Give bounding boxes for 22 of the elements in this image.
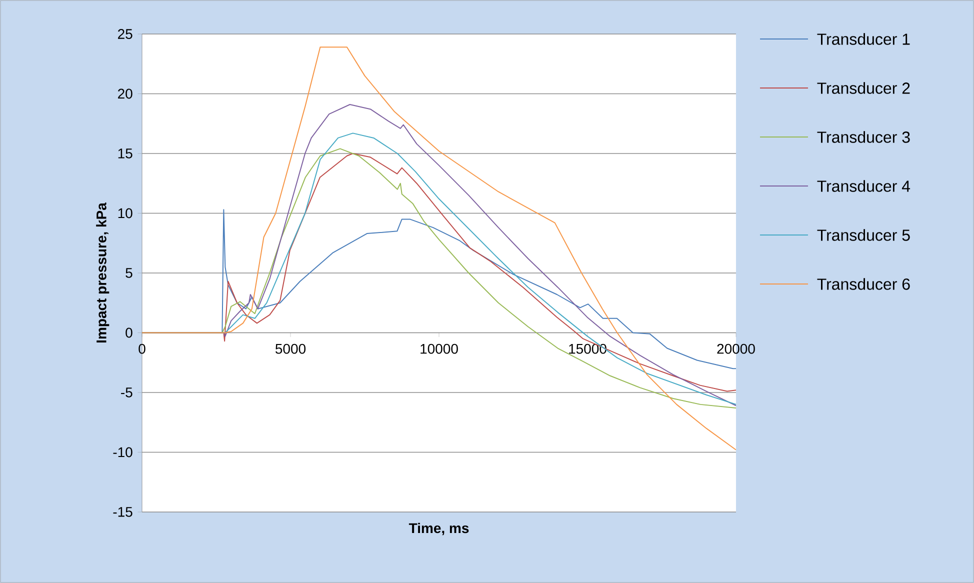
y-axis-title: Impact pressure, kPa — [96, 202, 110, 342]
x-tick-label: 20000 — [717, 344, 755, 354]
y-tick-label: -15 — [113, 507, 132, 517]
x-tick-label: 5000 — [276, 344, 306, 354]
legend-label: Transducer 6 — [817, 278, 910, 290]
legend-label: Transducer 3 — [817, 131, 910, 143]
y-tick-label: 5 — [126, 268, 132, 278]
y-tick-label: -5 — [121, 388, 132, 398]
x-tick-label: 15000 — [569, 344, 606, 354]
x-tick-label: 0 — [138, 344, 146, 354]
x-axis-title: Time, ms — [408, 522, 469, 536]
y-tick-label: -10 — [113, 447, 132, 458]
y-tick-label: 15 — [118, 148, 132, 158]
y-tick-label: 10 — [118, 208, 132, 218]
legend-label: Transducer 5 — [817, 229, 910, 241]
legend-label: Transducer 4 — [817, 180, 910, 192]
x-tick-label: 10000 — [420, 344, 458, 354]
y-tick-label: 0 — [126, 328, 132, 338]
y-tick-label: 25 — [118, 29, 132, 39]
legend-label: Transducer 2 — [817, 82, 910, 94]
legend-label: Transducer 1 — [817, 33, 910, 45]
y-tick-label: 20 — [118, 88, 132, 99]
